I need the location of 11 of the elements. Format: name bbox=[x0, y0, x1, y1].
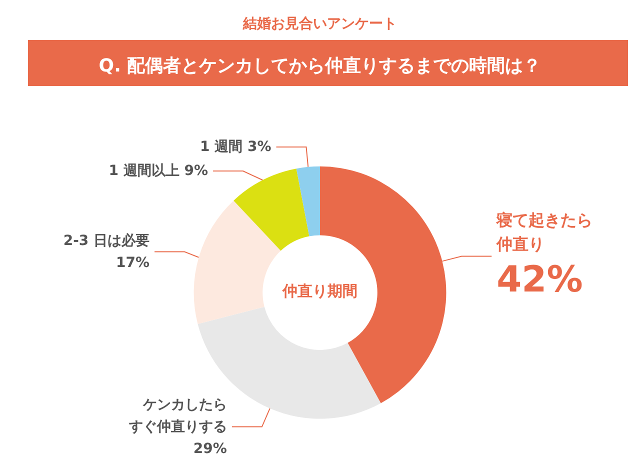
data-label: 17% bbox=[116, 254, 150, 271]
slice-label: 寝て起きたら仲直り bbox=[496, 210, 593, 254]
data-label: 42% bbox=[496, 260, 583, 301]
slice-label: ケンカしたらすぐ仲直りする bbox=[128, 396, 227, 435]
slice-label: 2-3 日は必要 bbox=[63, 232, 150, 249]
slice-label: 1 週間 3% bbox=[200, 139, 272, 156]
slice-label: 1 週間以上 9% bbox=[108, 163, 208, 180]
chart-subtitle: 結婚お見合いアンケート bbox=[242, 16, 397, 32]
chart-title: Q. 配偶者とケンカしてから仲直りするまでの時間は？ bbox=[98, 56, 542, 76]
text: 仲直り期間 bbox=[282, 282, 358, 300]
data-label: 29% bbox=[193, 440, 227, 457]
